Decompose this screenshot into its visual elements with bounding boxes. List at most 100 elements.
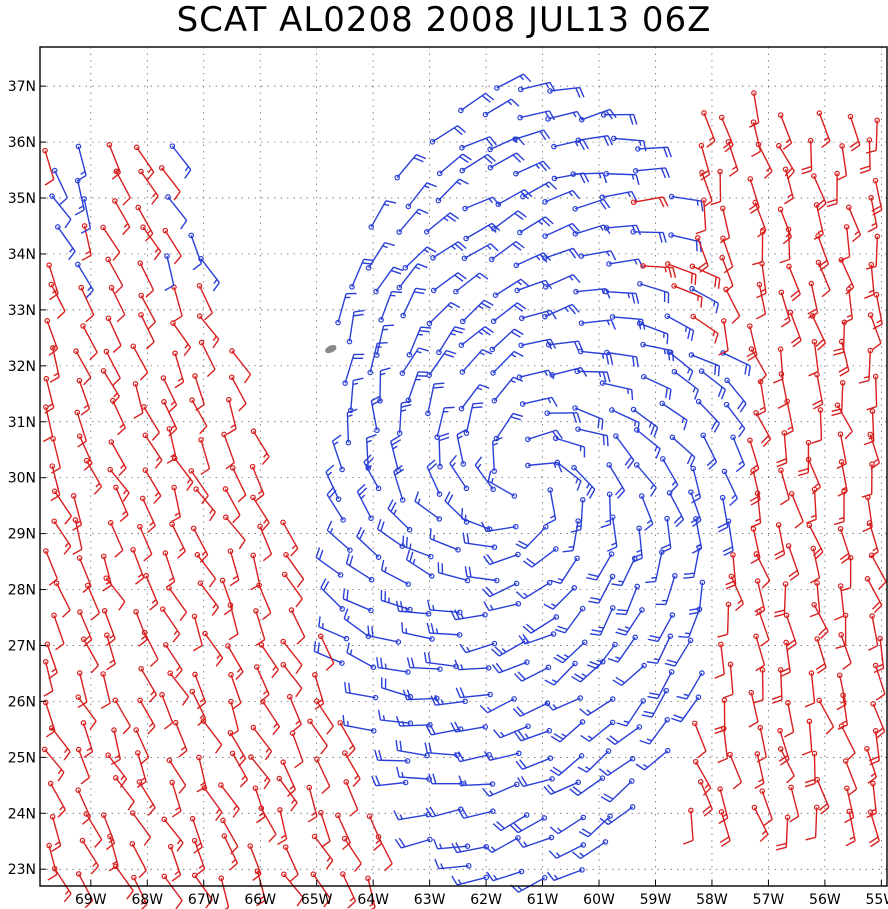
barb-feather: [842, 662, 852, 670]
barb-feather: [295, 687, 303, 698]
barb-staff: [870, 264, 875, 295]
barb-staff: [426, 212, 451, 233]
barb-station: [664, 747, 671, 754]
barb-half-feather: [184, 166, 189, 172]
wind-barb: [311, 833, 334, 870]
barb-staff: [282, 522, 299, 549]
wind-barb: [112, 697, 131, 735]
barb-feather: [816, 199, 825, 208]
barb-feather: [345, 553, 350, 564]
barb-feather: [491, 648, 500, 657]
wind-barb: [133, 144, 155, 181]
barb-station: [138, 312, 144, 318]
barb-staff: [393, 471, 404, 501]
barb-staff: [553, 663, 576, 686]
barb-station: [578, 753, 585, 759]
wind-barb: [718, 318, 729, 356]
barb-feather: [349, 809, 359, 817]
barb-staff: [113, 729, 121, 760]
wind-barb: [655, 573, 678, 606]
barb-staff: [407, 371, 419, 401]
wind-barb: [816, 110, 831, 149]
wind-barb: [280, 638, 303, 675]
barb-station: [606, 462, 612, 468]
barb-staff: [671, 436, 696, 458]
barb-feather: [178, 785, 187, 794]
barb-staff: [698, 582, 704, 613]
barb-feather: [842, 318, 853, 324]
barb-staff: [438, 436, 441, 467]
barb-feather: [346, 642, 350, 653]
barb-staff: [495, 278, 522, 296]
barb-staff: [202, 720, 223, 746]
barb-staff: [491, 328, 515, 350]
barb-feather: [776, 842, 787, 847]
wind-barb: [578, 319, 617, 330]
barb-feather: [496, 820, 505, 830]
barb-feather: [691, 547, 702, 554]
barb-staff: [438, 326, 456, 353]
barb-feather: [106, 663, 116, 671]
wind-barb: [221, 431, 236, 470]
barb-feather: [586, 576, 597, 581]
barb-feather: [668, 267, 673, 278]
barb-staff: [848, 811, 856, 841]
wind-barb: [453, 272, 489, 295]
barb-half-feather: [487, 525, 491, 532]
barb-feather: [714, 333, 719, 344]
barb-staff: [356, 536, 380, 558]
barb-station: [542, 313, 548, 320]
barb-feather: [197, 717, 207, 727]
barb-half-feather: [519, 75, 525, 81]
wind-barb: [100, 671, 111, 710]
barb-feather: [579, 708, 588, 716]
barb-staff: [489, 553, 519, 566]
wind-barb: [427, 599, 463, 616]
barb-staff: [254, 788, 266, 817]
wind-barb: [196, 313, 220, 349]
barb-staff: [840, 382, 844, 413]
barb-staff: [278, 778, 298, 804]
wind-barb: [647, 612, 676, 643]
barb-feather: [664, 662, 676, 667]
barb-staff: [750, 692, 759, 723]
barb-staff: [872, 783, 878, 814]
barb-half-feather: [478, 305, 484, 310]
barb-feather: [520, 278, 530, 287]
barb-staff: [115, 170, 131, 199]
barb-half-feather: [713, 301, 716, 307]
barb-half-feather: [443, 217, 449, 222]
barb-staff: [698, 401, 720, 424]
barb-station: [517, 229, 523, 236]
barb-staff: [673, 371, 699, 391]
barb-feather: [653, 427, 659, 438]
barb-half-feather: [653, 658, 660, 661]
wind-barb: [804, 750, 818, 788]
barb-feather: [144, 233, 154, 242]
barb-feather: [714, 673, 725, 679]
barb-half-feather: [489, 604, 494, 611]
barb-half-feather: [150, 690, 155, 696]
barb-feather: [512, 412, 524, 418]
barb-staff: [752, 470, 761, 501]
wind-barb: [612, 662, 647, 687]
barb-staff: [399, 724, 430, 727]
barb-feather: [409, 551, 414, 563]
wind-barb: [129, 810, 152, 846]
barb-feather: [749, 122, 760, 128]
barb-staff: [702, 434, 718, 463]
barb-feather: [631, 389, 634, 401]
wind-barb: [814, 636, 827, 674]
barb-feather: [492, 823, 502, 832]
barb-staff: [719, 788, 729, 819]
wind-barb: [250, 552, 261, 591]
barb-station: [688, 352, 695, 358]
barb-station: [834, 402, 841, 409]
barb-half-feather: [327, 471, 333, 477]
barb-half-feather: [493, 874, 498, 880]
barb-feather: [573, 341, 580, 352]
barb-feather: [356, 526, 363, 537]
barb-station: [219, 577, 226, 584]
barb-station: [137, 523, 143, 530]
barb-feather: [371, 395, 381, 402]
